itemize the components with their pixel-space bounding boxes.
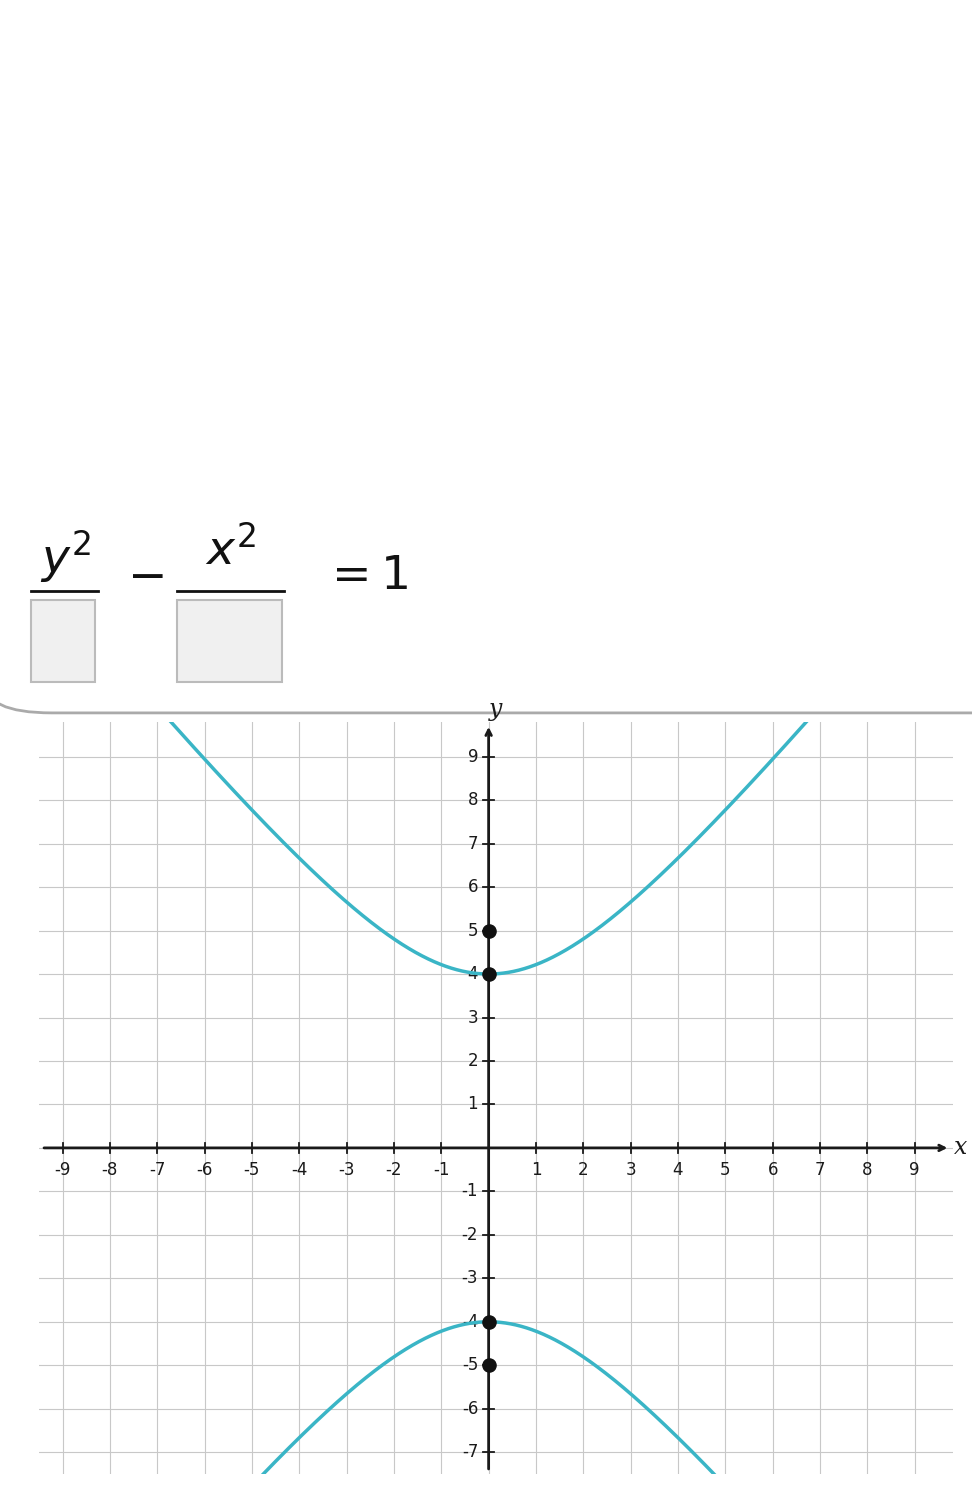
Text: 9: 9 [910,1161,920,1179]
Point [481,963,497,987]
Text: 2: 2 [578,1161,589,1179]
Text: -3: -3 [462,1269,478,1287]
Text: 9: 9 [468,747,478,766]
Text: 3: 3 [625,1161,636,1179]
Text: 1: 1 [531,1161,541,1179]
Text: 4: 4 [468,966,478,984]
Text: 7: 7 [815,1161,825,1179]
Text: 6: 6 [768,1161,778,1179]
Text: -6: -6 [196,1161,213,1179]
Text: y: y [489,698,503,720]
Text: -8: -8 [102,1161,118,1179]
Text: -6: -6 [462,1400,478,1418]
Text: $y^2$: $y^2$ [40,528,90,585]
Text: -4: -4 [462,1313,478,1331]
Text: 7: 7 [468,835,478,853]
Text: x: x [954,1137,967,1160]
Text: -2: -2 [386,1161,402,1179]
Text: $x^2$: $x^2$ [205,528,256,575]
Text: -9: -9 [54,1161,71,1179]
Text: 3: 3 [468,1009,478,1027]
Text: 8: 8 [468,791,478,809]
Text: Write the equation of the hyperbola
graphed below, whose vertices and foci
are m: Write the equation of the hyperbola grap… [39,54,866,217]
Text: -7: -7 [149,1161,165,1179]
Text: 5: 5 [720,1161,731,1179]
Text: 1: 1 [468,1095,478,1113]
Text: $-$: $-$ [127,553,163,599]
Text: 8: 8 [862,1161,873,1179]
Text: -1: -1 [462,1182,478,1200]
Text: -5: -5 [462,1357,478,1375]
Text: -5: -5 [244,1161,260,1179]
Text: -1: -1 [434,1161,449,1179]
Text: -3: -3 [338,1161,355,1179]
Point [481,919,497,943]
Text: $= 1$: $= 1$ [322,553,407,599]
FancyBboxPatch shape [30,600,95,683]
Text: 6: 6 [468,878,478,896]
FancyBboxPatch shape [0,0,972,713]
Text: -7: -7 [462,1444,478,1462]
FancyBboxPatch shape [177,600,282,683]
Text: 5: 5 [468,922,478,940]
Point [481,1354,497,1378]
Text: -4: -4 [291,1161,307,1179]
Text: 4: 4 [673,1161,683,1179]
Text: 2: 2 [468,1051,478,1069]
Point [481,1310,497,1334]
Text: -2: -2 [462,1226,478,1244]
